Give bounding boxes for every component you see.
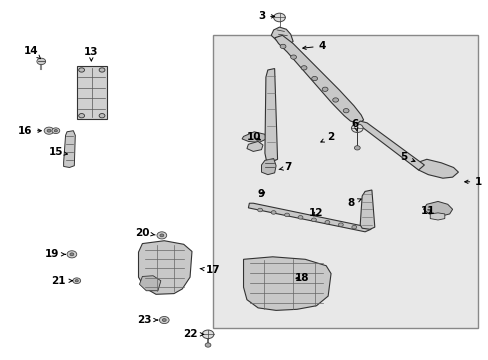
- Polygon shape: [423, 202, 452, 216]
- Text: 15: 15: [48, 147, 67, 157]
- Circle shape: [160, 234, 163, 237]
- Text: 12: 12: [308, 208, 323, 218]
- Text: 23: 23: [137, 315, 157, 325]
- Circle shape: [332, 98, 338, 102]
- Circle shape: [351, 124, 363, 132]
- Circle shape: [290, 55, 296, 59]
- Circle shape: [54, 130, 57, 132]
- Circle shape: [273, 13, 285, 22]
- Circle shape: [284, 213, 289, 217]
- Circle shape: [338, 223, 343, 226]
- Polygon shape: [246, 141, 263, 152]
- Text: 19: 19: [45, 249, 65, 259]
- Polygon shape: [356, 121, 424, 170]
- Polygon shape: [271, 27, 292, 45]
- Circle shape: [271, 211, 275, 214]
- Text: 17: 17: [200, 265, 220, 275]
- Circle shape: [204, 343, 210, 347]
- Polygon shape: [63, 131, 75, 167]
- Text: 14: 14: [24, 46, 41, 59]
- Circle shape: [52, 128, 60, 134]
- Circle shape: [157, 232, 166, 239]
- Circle shape: [354, 146, 360, 150]
- Polygon shape: [264, 68, 277, 161]
- Circle shape: [75, 280, 78, 282]
- Polygon shape: [138, 241, 192, 294]
- Text: 7: 7: [279, 162, 291, 172]
- Circle shape: [70, 253, 74, 256]
- Text: 22: 22: [183, 329, 203, 339]
- Polygon shape: [139, 276, 161, 291]
- Text: 6: 6: [351, 118, 358, 131]
- Circle shape: [99, 113, 105, 118]
- Polygon shape: [429, 213, 444, 220]
- Circle shape: [73, 278, 81, 284]
- Text: 18: 18: [294, 273, 308, 283]
- Text: 3: 3: [257, 12, 274, 21]
- Circle shape: [159, 316, 169, 324]
- Circle shape: [311, 76, 317, 81]
- Circle shape: [99, 68, 105, 72]
- Circle shape: [79, 113, 84, 118]
- Text: 4: 4: [302, 41, 325, 51]
- Text: 16: 16: [18, 126, 41, 136]
- Circle shape: [351, 225, 356, 229]
- Circle shape: [37, 58, 45, 64]
- Text: 11: 11: [420, 206, 435, 216]
- Circle shape: [343, 109, 348, 113]
- Circle shape: [67, 251, 77, 258]
- Circle shape: [79, 68, 84, 72]
- Text: 9: 9: [258, 189, 264, 199]
- Circle shape: [202, 330, 213, 339]
- Bar: [77, 66, 107, 119]
- Circle shape: [162, 319, 166, 321]
- Circle shape: [257, 208, 262, 212]
- Polygon shape: [261, 158, 276, 175]
- Polygon shape: [360, 190, 374, 229]
- Polygon shape: [243, 257, 330, 310]
- Text: 2: 2: [320, 132, 334, 142]
- Circle shape: [280, 44, 285, 49]
- Circle shape: [298, 216, 302, 219]
- Circle shape: [44, 127, 54, 134]
- Circle shape: [311, 218, 316, 222]
- Circle shape: [301, 66, 306, 70]
- Polygon shape: [242, 132, 266, 143]
- Circle shape: [325, 220, 329, 224]
- Text: 13: 13: [84, 47, 99, 61]
- Text: 1: 1: [464, 177, 482, 187]
- Bar: [212, 35, 477, 328]
- Circle shape: [322, 87, 327, 91]
- Text: 21: 21: [51, 276, 72, 286]
- Polygon shape: [248, 203, 370, 232]
- Text: 10: 10: [246, 132, 261, 142]
- Text: 20: 20: [135, 228, 155, 238]
- Polygon shape: [274, 35, 363, 123]
- Text: 5: 5: [400, 152, 414, 162]
- Polygon shape: [413, 159, 458, 178]
- Text: 8: 8: [347, 198, 361, 208]
- Circle shape: [47, 129, 51, 132]
